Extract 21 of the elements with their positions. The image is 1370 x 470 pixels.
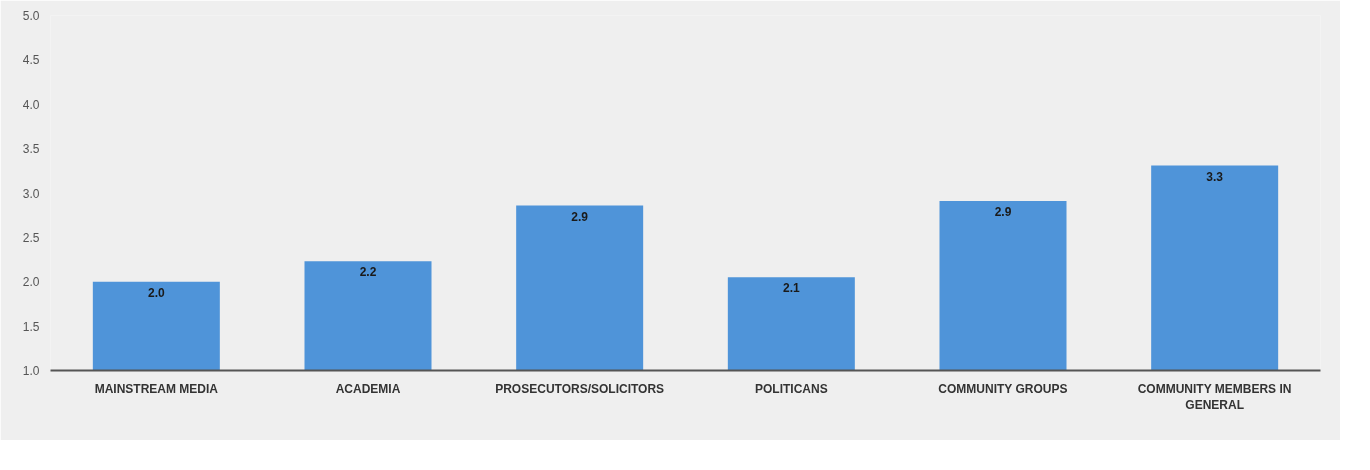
data-label: 2.2 xyxy=(359,265,377,280)
data-label: 3.3 xyxy=(1206,169,1224,184)
data-label: 2.9 xyxy=(994,205,1012,220)
y-tick-label: 3.0 xyxy=(22,186,40,201)
y-tick-label: 2.5 xyxy=(22,230,40,245)
x-tick-label: COMMUNITY GROUPS xyxy=(938,381,1068,396)
x-tick-label: MAINSTREAM MEDIA xyxy=(94,381,219,396)
data-label: 2.0 xyxy=(147,285,165,300)
x-tick-label: PROSECUTORS/SOLICITORS xyxy=(495,381,665,396)
x-tick-label: POLITICANS xyxy=(755,381,828,396)
y-tick-label: 3.5 xyxy=(22,142,40,157)
y-tick-label: 1.5 xyxy=(22,319,40,334)
data-label: 2.9 xyxy=(571,209,589,224)
data-label: 2.1 xyxy=(782,281,800,296)
y-tick-label: 4.5 xyxy=(22,53,40,68)
y-tick-label: 2.0 xyxy=(22,275,40,290)
y-tick-label: 5.0 xyxy=(22,9,40,23)
y-tick-label: 4.0 xyxy=(22,97,40,112)
x-tick-label: ACADEMIA xyxy=(335,381,401,396)
x-tick-label: COMMUNITY MEMBERS IN GENERAL xyxy=(1137,381,1292,413)
y-tick-label: 1.0 xyxy=(22,364,40,378)
